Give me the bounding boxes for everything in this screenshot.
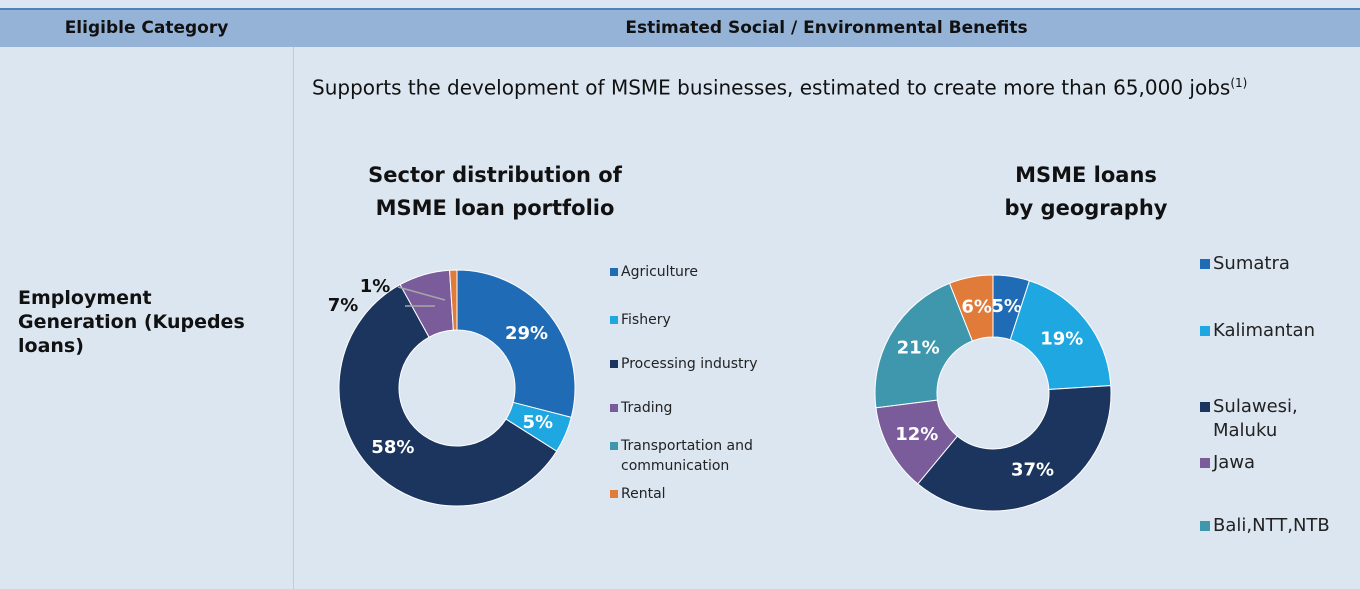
donut-segment <box>456 269 576 418</box>
legend-item: Jawa <box>1200 451 1350 475</box>
legend-item: Trading <box>610 398 810 418</box>
legend-item: Rental <box>610 484 810 504</box>
chart-title: MSME loans <box>1015 163 1157 187</box>
leader-line <box>397 286 446 301</box>
chart-title: MSME loan portfolio <box>376 196 615 220</box>
legend-label: Kalimantan <box>1213 320 1315 341</box>
legend-label: Transportation and communication <box>621 438 753 474</box>
legend-swatch <box>1200 326 1210 336</box>
data-label: 1% <box>360 276 391 297</box>
legend-item: Transportation and communication <box>610 436 810 476</box>
legend-item: Processing industry <box>610 354 810 374</box>
legend-item: Fishery <box>610 310 810 330</box>
legend-item: Bali,NTT,NTB <box>1200 514 1350 538</box>
data-label: 5% <box>522 412 553 433</box>
category: Employment Generation (Kupedes loans) <box>18 287 245 357</box>
data-label: 21% <box>897 338 940 359</box>
legend-swatch <box>610 490 618 498</box>
header: Eligible Category Estimated Social / Env… <box>0 8 1360 47</box>
legend-swatch <box>1200 402 1210 412</box>
chart-title: by geography <box>1005 196 1168 220</box>
description-text: Supports the development of MSME busines… <box>312 75 1231 100</box>
data-label: 29% <box>505 323 548 344</box>
legend-label: Bali,NTT,NTB <box>1213 515 1330 536</box>
donut-segment <box>948 274 994 342</box>
donut-segment <box>1009 280 1112 391</box>
legend-swatch <box>1200 458 1210 468</box>
legend-swatch <box>610 268 618 276</box>
header-cell: Estimated Social / Environmental Benefit… <box>625 18 1028 38</box>
data-label: 7% <box>328 295 359 316</box>
legend-swatch <box>610 360 618 368</box>
data-label: 12% <box>895 424 938 445</box>
column-divider <box>293 47 294 589</box>
donut-segment <box>874 282 974 409</box>
data-label: 58% <box>371 437 414 458</box>
legend-swatch <box>1200 259 1210 269</box>
donut-segment <box>449 269 458 331</box>
legend-item: Sumatra <box>1200 252 1350 276</box>
legend-swatch <box>610 404 618 412</box>
legend-label: Agriculture <box>621 264 698 280</box>
footnote: (1) <box>1230 76 1248 90</box>
legend-label: Sulawesi, Maluku <box>1213 396 1298 441</box>
data-label: 5% <box>991 296 1022 317</box>
legend-swatch <box>1200 521 1210 531</box>
legend-label: Sumatra <box>1213 253 1290 274</box>
legend-item: Sulawesi, Maluku <box>1200 395 1350 443</box>
legend-item: Kalimantan <box>1200 319 1350 343</box>
donut-segment <box>917 385 1112 512</box>
data-label: 6% <box>961 297 992 318</box>
legend-label: Fishery <box>621 312 671 328</box>
data-label: 19% <box>1040 329 1083 350</box>
donut-segment <box>338 283 558 507</box>
legend-label: Processing industry <box>621 356 758 372</box>
legend-swatch <box>610 442 618 450</box>
legend-label: Rental <box>621 486 666 502</box>
legend-label: Trading <box>621 400 673 416</box>
chart-title: Sector distribution of <box>368 163 623 187</box>
legend-swatch <box>610 316 618 324</box>
data-label: 37% <box>1011 460 1054 481</box>
description: Supports the development of MSME busines… <box>312 70 1342 101</box>
legend-item: Agriculture <box>610 262 810 282</box>
legend-label: Jawa <box>1213 452 1256 473</box>
header-cell: Eligible Category <box>64 18 229 38</box>
